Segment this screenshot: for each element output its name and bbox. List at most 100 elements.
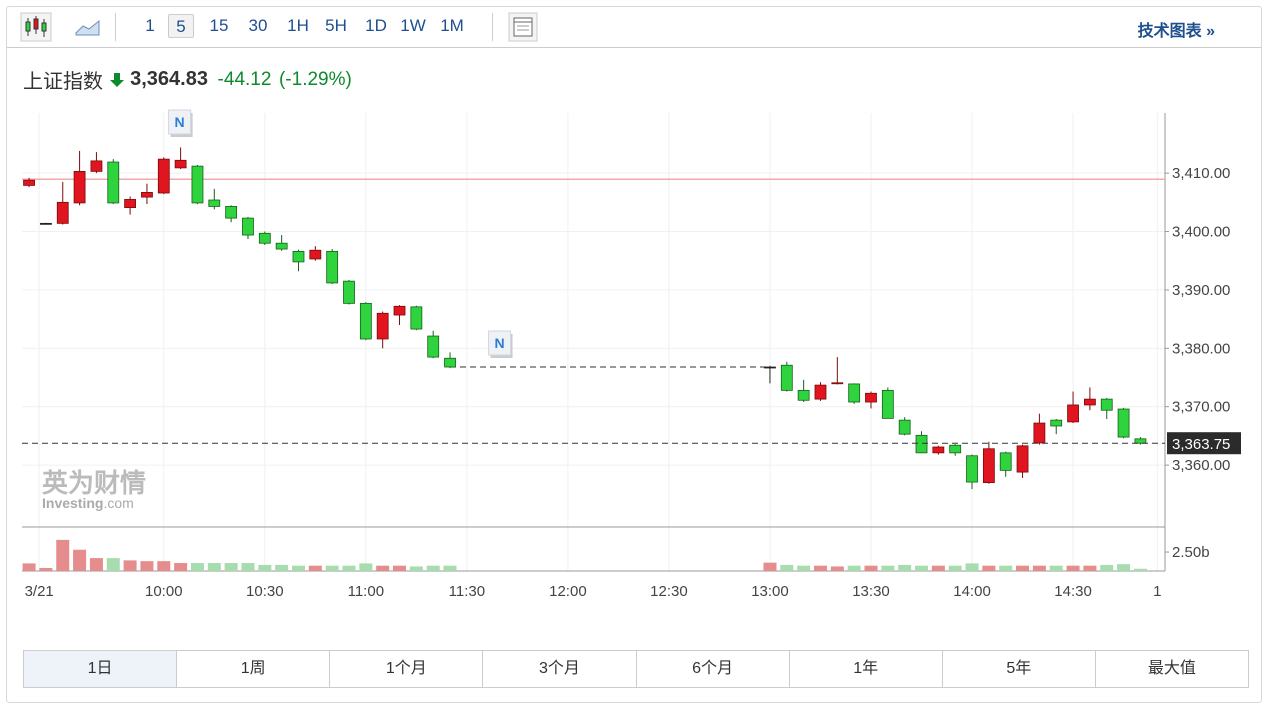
watermark: Investing.com <box>42 495 134 511</box>
volume-bar <box>830 566 844 571</box>
news-marker[interactable] <box>168 109 192 135</box>
interval-button[interactable]: 5 <box>168 14 194 38</box>
candle-body <box>898 419 911 435</box>
range-tab[interactable]: 1日 <box>24 651 177 687</box>
news-label: N <box>494 335 504 351</box>
candle-icon[interactable] <box>17 7 57 47</box>
last-price-label: 3,363.75 <box>1172 436 1230 453</box>
volume-bar <box>291 565 305 571</box>
candle-body <box>124 199 137 208</box>
news-label: N <box>175 114 185 130</box>
x-tick-label: 10:00 <box>145 583 183 600</box>
range-tab[interactable]: 最大值 <box>1094 651 1248 687</box>
volume-bar <box>275 564 289 571</box>
interval-button[interactable]: 5H <box>325 16 347 35</box>
candle-body <box>814 384 827 400</box>
volume-bar <box>915 565 929 571</box>
x-tick-label: 13:00 <box>751 583 789 600</box>
candle-body <box>309 249 322 260</box>
candle-body <box>427 335 440 358</box>
candle-body <box>1016 445 1029 473</box>
volume-tick-label: 2.50b <box>1172 544 1210 561</box>
volume-bar <box>140 561 154 571</box>
watermark-en: Investing <box>42 495 103 511</box>
candle-body <box>764 366 776 369</box>
x-tick-label: 10:30 <box>246 583 284 600</box>
range-tab[interactable]: 6个月 <box>635 651 789 687</box>
candle-body <box>999 452 1012 471</box>
candle-body <box>1033 422 1046 444</box>
candle-body <box>865 392 877 403</box>
last-price-box <box>1167 432 1241 455</box>
volume-bar <box>1066 565 1080 571</box>
candle-body <box>90 160 103 172</box>
x-tick-label: 11:00 <box>348 583 384 600</box>
interval-button[interactable]: 1 <box>145 16 155 35</box>
volume-bar <box>359 563 373 571</box>
price: 3,364.83 <box>130 68 208 90</box>
volume-bar <box>847 565 861 571</box>
layout-icon[interactable] <box>506 7 540 47</box>
volume-bar <box>325 565 339 571</box>
volume-bar <box>813 565 827 571</box>
candle-body <box>23 179 35 186</box>
volume-bar <box>22 563 36 571</box>
tech-chart-link[interactable]: 技术图表 » <box>1137 23 1215 40</box>
interval-button[interactable]: 1H <box>287 16 309 35</box>
toolbar: 1 5 15 30 1H 5H 1D 1W 1M 技术图表 » <box>7 7 1261 48</box>
volume-bar <box>1083 565 1097 571</box>
volume-bar <box>207 563 221 571</box>
volume-bar <box>763 562 777 571</box>
range-tab[interactable]: 5年 <box>941 651 1095 687</box>
volume-bar <box>258 564 272 571</box>
candle-body <box>292 250 305 263</box>
interval-button[interactable]: 30 <box>248 16 268 35</box>
volume-bar <box>393 565 407 571</box>
volume-bar <box>780 564 794 571</box>
candle-body <box>225 206 238 219</box>
candle-body <box>157 158 170 194</box>
volume-bar <box>106 558 120 571</box>
candle-body <box>848 383 861 403</box>
volume-bar <box>1049 565 1063 571</box>
volume-bar <box>241 563 255 571</box>
volume-bar <box>224 563 238 571</box>
volume-bar <box>56 539 70 571</box>
candle-body <box>191 165 204 204</box>
candle-body <box>949 444 962 454</box>
candle-body <box>444 357 456 368</box>
volume-bar <box>1016 565 1030 571</box>
volume-bar <box>965 563 979 571</box>
candle-body <box>410 306 423 330</box>
interval-button[interactable]: 1D <box>365 16 387 35</box>
interval-button[interactable]: 15 <box>209 16 229 35</box>
x-tick-label: 12:30 <box>650 583 688 600</box>
y-tick-label: 3,380.00 <box>1172 340 1230 357</box>
range-tab[interactable]: 1个月 <box>329 651 482 687</box>
candle-body <box>966 455 978 483</box>
candle-body <box>1100 398 1113 411</box>
news-marker[interactable] <box>488 330 512 356</box>
candle-body <box>258 232 271 244</box>
range-tab[interactable]: 3个月 <box>482 651 635 687</box>
x-tick-label: 14:00 <box>953 583 991 600</box>
candle-body <box>275 242 288 250</box>
candle-body <box>56 201 69 224</box>
x-tick-label: 3/21 <box>25 583 54 600</box>
range-tab[interactable]: 1年 <box>788 651 942 687</box>
interval-button[interactable]: 1M <box>440 16 464 35</box>
volume-bar <box>123 560 137 571</box>
candle-body <box>1134 438 1147 444</box>
volume-bar <box>881 565 895 571</box>
x-tick-label: 14:30 <box>1054 583 1092 600</box>
y-tick-label: 3,410.00 <box>1172 165 1230 182</box>
interval-button[interactable]: 1W <box>400 16 426 35</box>
quote: 上证指数 3,364.83 -44.12 (-1.29%) <box>23 65 352 94</box>
area-icon[interactable] <box>73 7 103 47</box>
volume-bar <box>376 565 390 571</box>
divider <box>492 13 493 41</box>
volume-bar <box>898 564 912 571</box>
range-tab[interactable]: 1周 <box>176 651 329 687</box>
volume-bar <box>89 558 103 571</box>
